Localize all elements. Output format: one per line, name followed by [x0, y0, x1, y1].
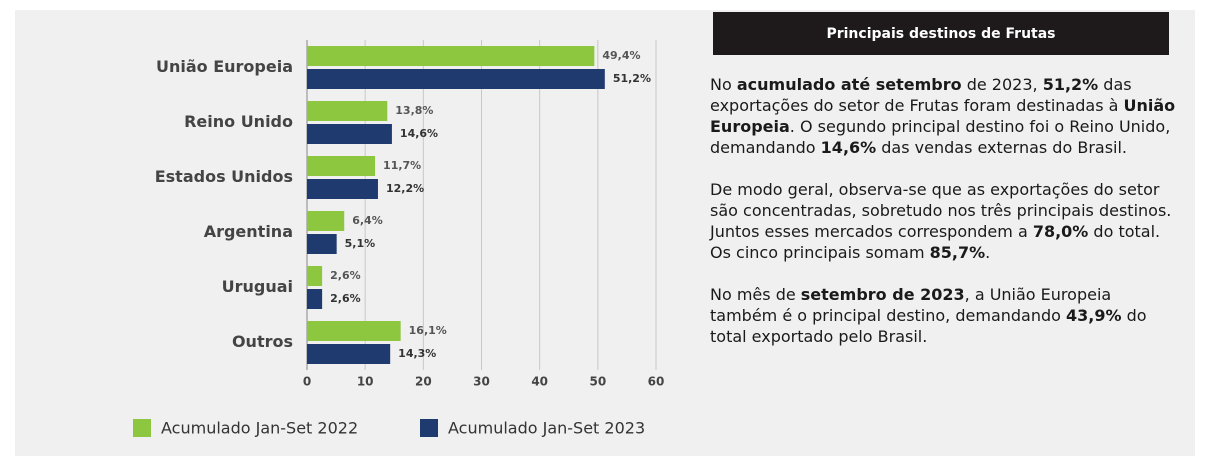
bar	[307, 234, 337, 254]
bar	[307, 321, 401, 341]
bar	[307, 266, 323, 286]
bold-text: 14,6%	[820, 138, 877, 157]
bar	[307, 344, 391, 364]
y-tick-label: Argentina	[204, 222, 293, 241]
y-tick-label: Uruguai	[222, 277, 293, 296]
text: das vendas externas do Brasil.	[876, 138, 1128, 157]
bold-text: 78,0%	[1032, 222, 1089, 241]
bar	[307, 124, 392, 144]
value-label: 11,7%	[383, 159, 421, 172]
paragraph: No acumulado até setembro de 2023, 51,2%…	[710, 74, 1180, 158]
value-label: 14,3%	[398, 347, 436, 360]
y-tick-label: União Europeia	[156, 57, 293, 76]
legend-swatch	[133, 419, 151, 437]
bold-text: União Europeia	[710, 96, 1176, 136]
value-label: 2,6%	[330, 269, 361, 282]
x-tick-label: 40	[531, 375, 548, 389]
legend-label: Acumulado Jan-Set 2022	[161, 419, 358, 438]
bold-text: setembro de 2023	[800, 285, 965, 304]
text: . O segundo principal destino foi o Rein…	[710, 117, 1171, 157]
bold-text: 85,7%	[929, 243, 986, 262]
x-tick-label: 20	[415, 375, 432, 389]
y-tick-label: Estados Unidos	[155, 167, 293, 186]
bar	[307, 179, 378, 199]
bar	[307, 101, 388, 121]
bold-text: 43,9%	[1066, 306, 1122, 325]
x-tick-label: 60	[648, 375, 665, 389]
text: No	[710, 75, 737, 94]
value-label: 14,6%	[400, 127, 438, 140]
text: No mês de	[710, 285, 801, 304]
background	[15, 10, 1195, 456]
x-tick-label: 10	[357, 375, 374, 389]
chart: 0 10 20 30 40 50 60 União Europeia 49,4% 51,2% Rei…	[133, 40, 665, 438]
legend-label: Acumulado Jan-Set 2023	[448, 419, 645, 438]
value-label: 5,1%	[345, 237, 376, 250]
bar	[307, 156, 376, 176]
value-label: 12,2%	[386, 182, 424, 195]
x-tick-label: 30	[473, 375, 490, 389]
y-tick-label: Reino Unido	[184, 112, 293, 131]
x-tick-label: 0	[303, 375, 311, 389]
panel-title: Principais destinos de Frutas	[713, 12, 1169, 55]
legend-swatch	[420, 419, 438, 437]
text: .	[985, 243, 991, 262]
bar	[307, 289, 323, 309]
value-label: 6,4%	[352, 214, 383, 227]
value-label: 13,8%	[395, 104, 433, 117]
value-label: 49,4%	[602, 49, 640, 62]
paragraph: No mês de setembro de 2023, a União Euro…	[710, 284, 1180, 347]
paragraph: De modo geral, observa-se que as exporta…	[710, 179, 1180, 263]
bold-text: acumulado até setembro	[736, 75, 962, 94]
value-label: 2,6%	[330, 292, 361, 305]
y-tick-label: Outros	[232, 332, 293, 351]
value-label: 51,2%	[613, 72, 651, 85]
bar	[307, 69, 605, 89]
text: , a União Europeia também é o principal …	[710, 285, 1112, 325]
text: De modo geral, observa-se que as exporta…	[710, 180, 1172, 241]
x-tick-label: 50	[589, 375, 606, 389]
text: do total. Os cinco principais somam	[710, 222, 1161, 262]
bar	[307, 46, 595, 66]
panel-text: No acumulado até setembro de 2023, 51,2%…	[710, 74, 1180, 368]
value-label: 16,1%	[409, 324, 447, 337]
bold-text: 51,2%	[1042, 75, 1099, 94]
text: das exportações do setor de Frutas foram…	[710, 75, 1132, 115]
text: do total exportado pelo Brasil.	[710, 306, 1147, 346]
bar	[307, 211, 345, 231]
text: de 2023,	[961, 75, 1043, 94]
